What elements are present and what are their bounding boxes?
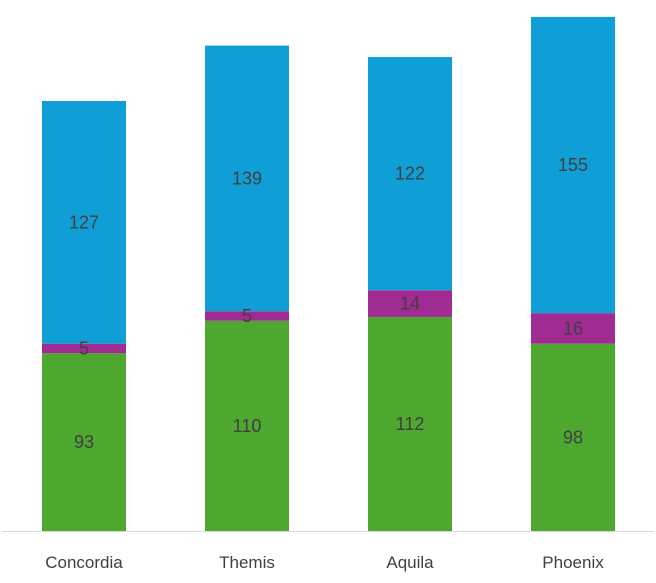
bar-concordia-segment-3 — [42, 101, 126, 344]
x-tick-label-aquila: Aquila — [386, 553, 434, 572]
data-label-themis-segment-3: 139 — [232, 168, 262, 188]
x-tick-labels: Concordia Themis Aquila Phoenix — [45, 553, 604, 572]
bar-phoenix-segment-2 — [531, 313, 615, 344]
bar-aquila-segment-2 — [368, 290, 452, 317]
bar-phoenix-segment-3 — [531, 16, 615, 314]
data-labels-layer: 93 5 127 110 5 139 112 14 122 98 16 155 — [69, 155, 588, 452]
bar-themis-segment-2 — [205, 311, 289, 321]
x-tick-label-themis: Themis — [219, 553, 275, 572]
x-tick-label-concordia: Concordia — [45, 553, 123, 572]
bar-concordia-segment-2 — [42, 343, 126, 354]
bar-aquila-segment-1 — [368, 316, 452, 531]
bar-concordia-segment-1 — [42, 353, 126, 531]
data-label-phoenix-segment-2: 16 — [563, 318, 583, 338]
data-label-themis-segment-1: 110 — [233, 416, 262, 436]
data-label-concordia-segment-3: 127 — [69, 212, 99, 232]
bar-aquila-segment-3 — [368, 57, 452, 291]
bar-themis-segment-1 — [205, 320, 289, 531]
bar-phoenix-segment-1 — [531, 343, 615, 531]
data-label-aquila-segment-1: 112 — [396, 414, 425, 434]
data-label-phoenix-segment-3: 155 — [558, 155, 588, 175]
data-label-aquila-segment-3: 122 — [395, 164, 425, 184]
x-tick-label-phoenix: Phoenix — [542, 553, 604, 572]
bars-layer — [42, 16, 615, 531]
bar-themis-segment-3 — [205, 45, 289, 312]
data-label-concordia-segment-1: 93 — [74, 432, 94, 452]
data-label-themis-segment-2: 5 — [242, 306, 252, 326]
data-label-aquila-segment-2: 14 — [400, 294, 420, 314]
data-label-concordia-segment-2: 5 — [79, 338, 89, 358]
data-label-phoenix-segment-1: 98 — [563, 427, 583, 447]
